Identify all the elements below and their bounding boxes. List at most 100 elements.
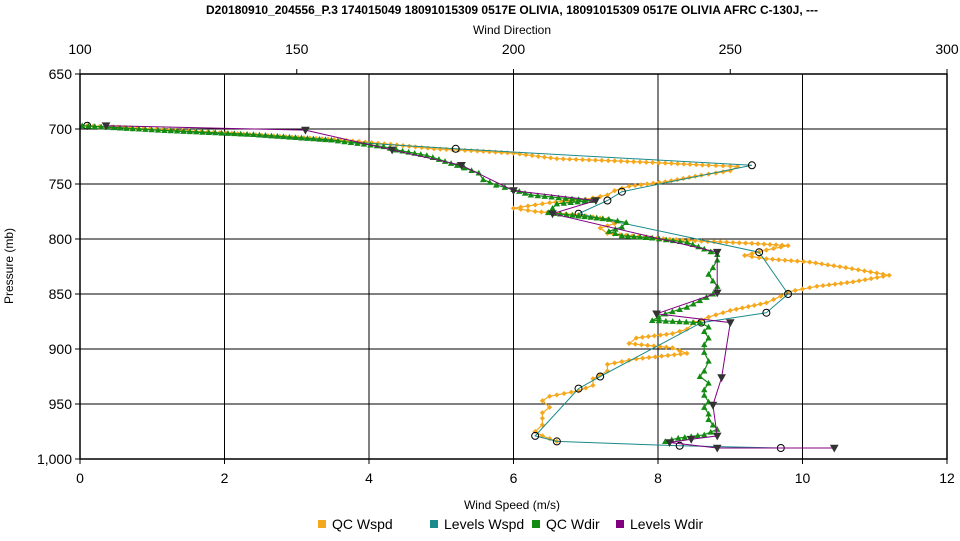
y-tick-label: 850 (49, 286, 73, 302)
data-point (453, 162, 461, 168)
data-point (569, 212, 576, 218)
data-point (154, 126, 162, 133)
data-point (618, 232, 626, 239)
data-point (180, 128, 187, 134)
data-point (639, 334, 645, 340)
data-point (868, 276, 874, 282)
data-point (668, 160, 675, 167)
data-point (679, 237, 685, 243)
plot-border (79, 73, 948, 460)
data-point (861, 268, 868, 274)
data-point (709, 264, 717, 271)
data-point (843, 265, 849, 271)
x2-tick-label: 200 (502, 41, 526, 57)
x2-tick-label: 300 (935, 41, 959, 57)
data-point (707, 428, 714, 435)
data-point (573, 156, 579, 163)
data-point (539, 422, 545, 428)
bottom-axis-title: Wind Speed (m/s) (464, 498, 560, 512)
data-point (643, 159, 649, 165)
data-point (709, 421, 717, 428)
data-point (696, 297, 704, 304)
data-point (539, 398, 545, 404)
data-point (756, 255, 762, 261)
data-point (655, 317, 663, 324)
data-point (549, 205, 556, 211)
data-point (521, 189, 529, 196)
data-point (849, 266, 855, 272)
data-point (807, 285, 813, 291)
series-qc-wspd (84, 123, 892, 444)
legend-swatch (616, 520, 624, 528)
data-point (604, 368, 611, 374)
data-point (298, 134, 305, 141)
data-point (644, 181, 650, 187)
data-point (650, 180, 656, 186)
legend-label: QC Wdir (546, 516, 600, 532)
data-point (640, 355, 646, 361)
data-point (739, 305, 745, 311)
legend-swatch (430, 520, 438, 528)
data-point (518, 206, 524, 212)
data-point (334, 137, 342, 144)
data-point (763, 256, 769, 262)
data-point (568, 389, 574, 395)
data-point (720, 163, 726, 169)
data-point (280, 133, 287, 140)
data-point (97, 123, 105, 130)
data-point (532, 208, 538, 215)
data-point (676, 318, 683, 325)
data-point (560, 199, 567, 206)
data-point (813, 260, 819, 266)
data-point (701, 392, 708, 398)
data-point (486, 149, 493, 155)
data-point (659, 353, 665, 359)
data-point (237, 130, 244, 137)
data-point (243, 131, 251, 137)
data-point (701, 341, 708, 348)
data-point (767, 241, 773, 248)
data-point (694, 432, 701, 439)
data-point (337, 137, 343, 143)
data-point (541, 193, 548, 199)
data-point (686, 435, 696, 444)
data-point (612, 158, 618, 164)
data-point (819, 261, 825, 267)
data-point (727, 307, 733, 314)
data-point (838, 280, 844, 286)
data-point (555, 194, 562, 201)
data-point (123, 125, 130, 131)
data-point (832, 281, 838, 287)
data-point (745, 304, 751, 310)
data-point (534, 192, 541, 199)
data-point (292, 134, 299, 141)
data-point (548, 155, 554, 161)
data-point (696, 319, 704, 326)
data-point (663, 331, 670, 337)
data-point (636, 233, 644, 240)
x2-tick-label: 100 (68, 41, 92, 57)
data-point (322, 136, 329, 143)
data-point (575, 212, 582, 219)
x-tick-label: 8 (654, 470, 662, 486)
data-point (684, 350, 690, 356)
data-point (689, 319, 697, 325)
data-point (510, 205, 517, 211)
data-point (749, 240, 755, 246)
data-point (714, 426, 721, 432)
data-point (698, 317, 704, 323)
data-point (633, 335, 639, 341)
legend-item: Levels Wspd (430, 516, 524, 532)
data-point (727, 163, 733, 169)
data-point (486, 179, 493, 185)
data-point (730, 239, 736, 246)
data-point (604, 192, 611, 198)
legend-label: Levels Wspd (444, 516, 524, 532)
data-point (669, 345, 676, 351)
data-point (649, 234, 656, 241)
data-point (142, 126, 149, 132)
data-point (617, 187, 626, 196)
data-point (567, 199, 574, 206)
data-point (541, 154, 548, 160)
data-point (618, 223, 626, 230)
